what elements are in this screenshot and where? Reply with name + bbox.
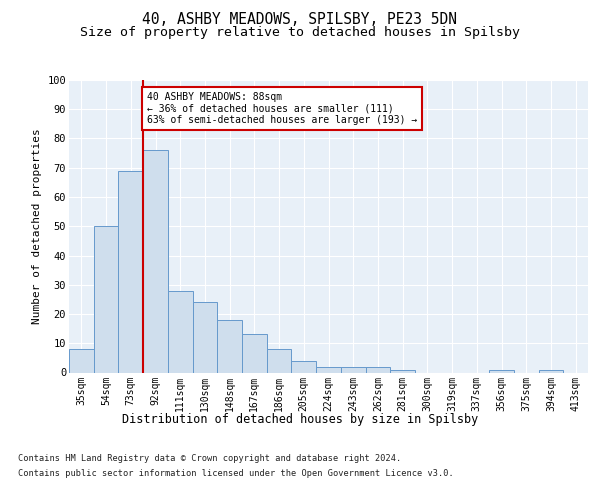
Bar bbox=[94, 226, 118, 372]
Bar bbox=[242, 334, 267, 372]
Y-axis label: Number of detached properties: Number of detached properties bbox=[32, 128, 42, 324]
Text: Contains public sector information licensed under the Open Government Licence v3: Contains public sector information licen… bbox=[18, 469, 454, 478]
Text: 40, ASHBY MEADOWS, SPILSBY, PE23 5DN: 40, ASHBY MEADOWS, SPILSBY, PE23 5DN bbox=[143, 12, 458, 28]
Bar bbox=[267, 349, 292, 372]
Text: Distribution of detached houses by size in Spilsby: Distribution of detached houses by size … bbox=[122, 412, 478, 426]
Bar bbox=[168, 290, 193, 372]
Bar bbox=[118, 170, 143, 372]
Text: 40 ASHBY MEADOWS: 88sqm
← 36% of detached houses are smaller (111)
63% of semi-d: 40 ASHBY MEADOWS: 88sqm ← 36% of detache… bbox=[147, 92, 417, 125]
Bar bbox=[69, 349, 94, 372]
Bar bbox=[316, 366, 341, 372]
Bar bbox=[143, 150, 168, 372]
Bar bbox=[193, 302, 217, 372]
Bar bbox=[341, 366, 365, 372]
Text: Contains HM Land Registry data © Crown copyright and database right 2024.: Contains HM Land Registry data © Crown c… bbox=[18, 454, 401, 463]
Bar bbox=[292, 361, 316, 372]
Bar bbox=[390, 370, 415, 372]
Bar bbox=[365, 366, 390, 372]
Bar bbox=[539, 370, 563, 372]
Bar bbox=[217, 320, 242, 372]
Bar bbox=[489, 370, 514, 372]
Text: Size of property relative to detached houses in Spilsby: Size of property relative to detached ho… bbox=[80, 26, 520, 39]
